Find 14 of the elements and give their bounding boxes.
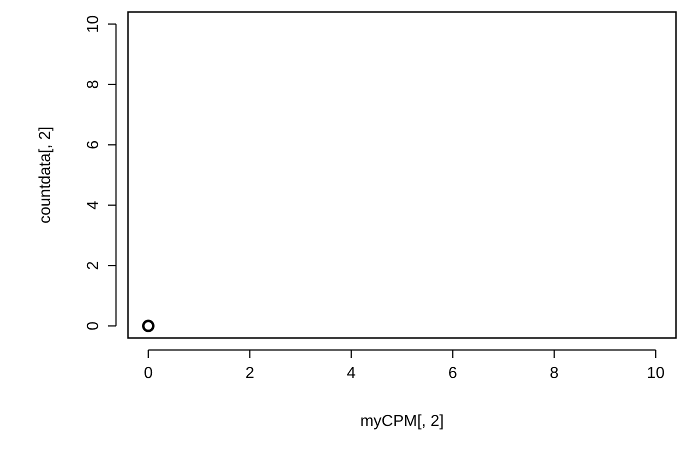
x-tick-label: 4	[346, 365, 356, 382]
x-tick-label: 2	[245, 365, 254, 382]
y-tick-label: 4	[85, 200, 102, 210]
y-axis-title: countdata[, 2]	[37, 126, 54, 224]
x-tick-label: 8	[550, 365, 559, 382]
y-tick-label: 0	[85, 321, 102, 330]
y-tick-label: 2	[85, 261, 102, 270]
x-axis-title: myCPM[, 2]	[360, 413, 444, 430]
y-tick-label: 6	[85, 140, 102, 150]
y-tick-label: 10	[85, 15, 102, 33]
x-tick-label: 0	[144, 365, 153, 382]
y-tick-label: 8	[85, 80, 102, 89]
x-tick-label: 10	[646, 365, 665, 382]
x-tick-label: 6	[448, 365, 458, 382]
